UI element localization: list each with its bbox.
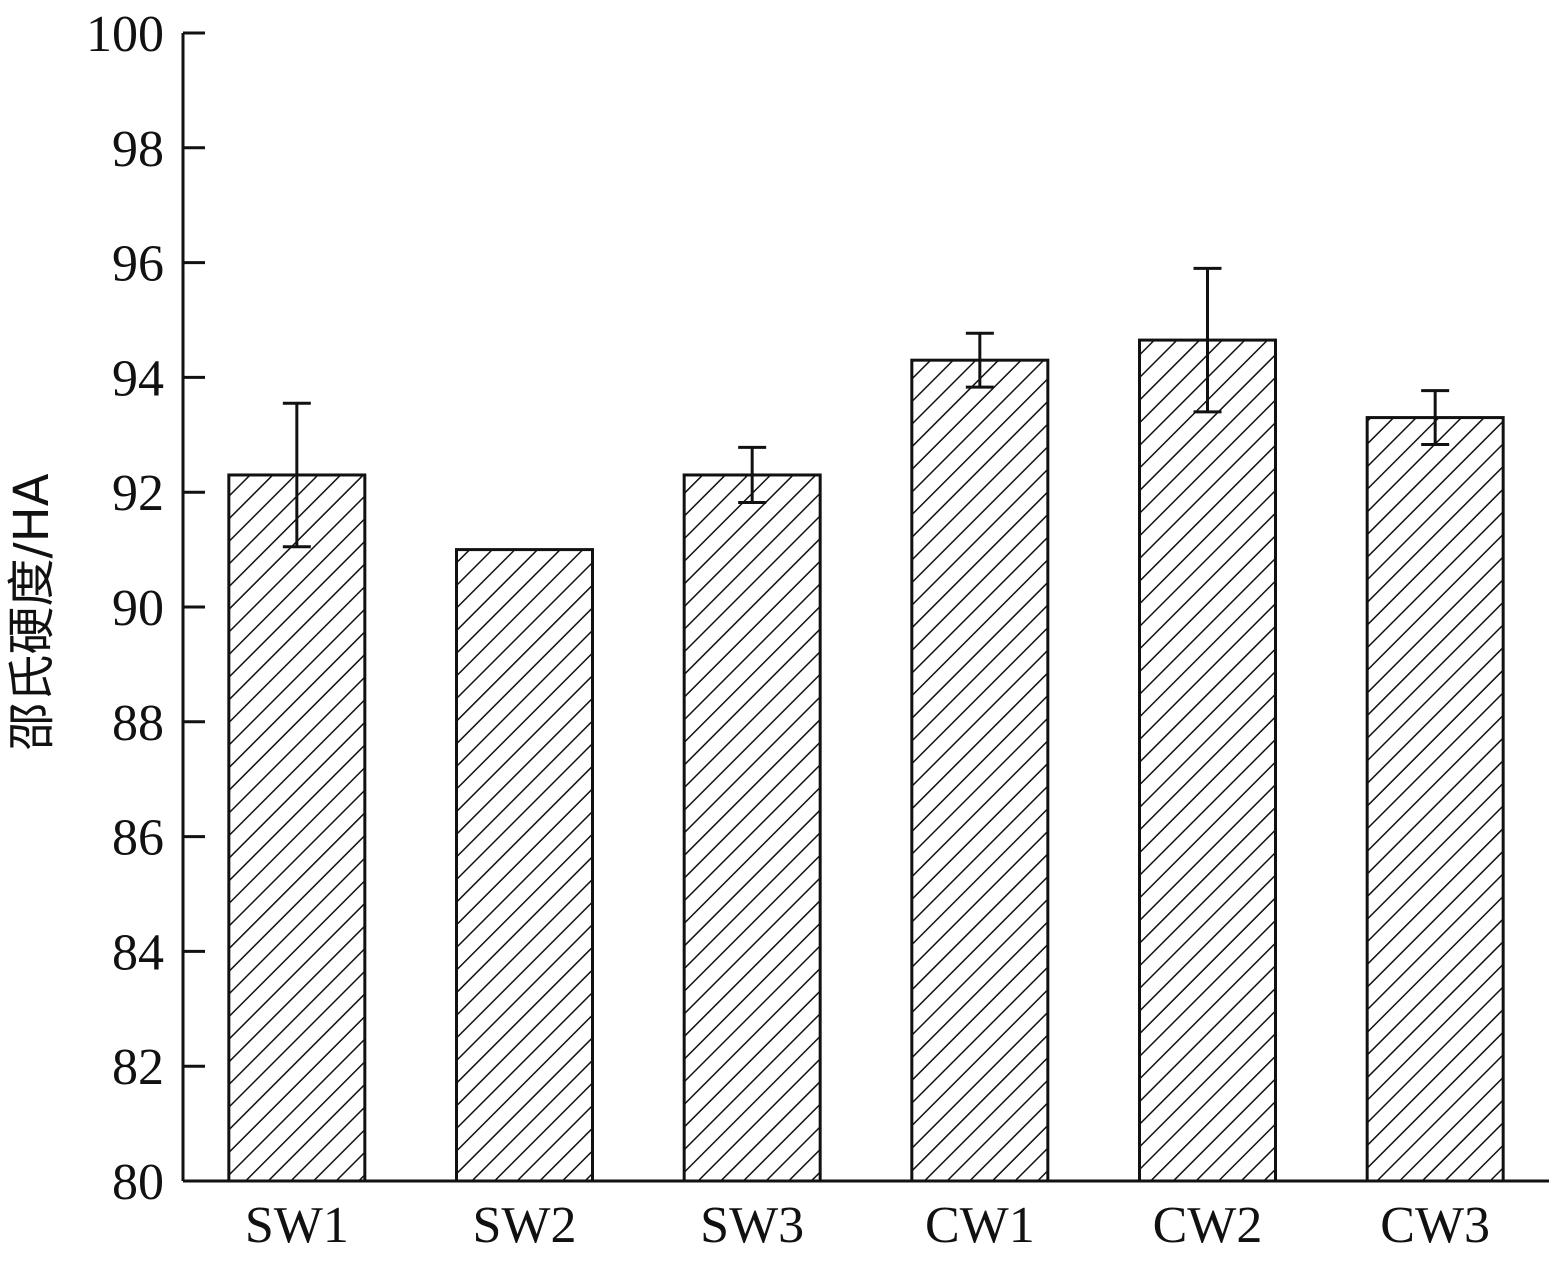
y-tick-label: 80 [112,1154,164,1211]
x-tick-label: CW1 [925,1197,1035,1254]
bar-cw1 [910,358,1050,1183]
y-tick-label: 92 [112,465,164,522]
x-tick-label: CW3 [1380,1197,1490,1254]
y-tick-label: 84 [112,924,164,981]
y-tick-label: 88 [112,695,164,752]
labels-layer: SW1 SW2 SW3 CW1 CW2 CW3 80 82 84 86 88 90 92 94 96 98 10… [86,6,1490,1254]
y-tick-label: 94 [112,350,164,407]
y-tick-label: 82 [112,1039,164,1096]
bar-cw3 [1365,416,1505,1183]
bars-layer [227,338,1505,1183]
bar-cw2 [1138,338,1277,1183]
axes-layer [181,31,1549,1183]
error-bars-layer [282,266,1450,549]
x-tick-label: SW3 [700,1197,804,1254]
y-tick-label: 86 [112,810,164,867]
y-tick-label: 98 [112,121,164,178]
y-tick-label: 100 [86,6,164,63]
y-tick-label: 90 [112,580,164,637]
y-axis-title: 邵氏硬度/HA [4,473,60,750]
x-tick-label: CW2 [1153,1197,1263,1254]
y-tick-label: 96 [112,236,164,293]
bar-sw2 [455,548,594,1183]
x-tick-label: SW2 [473,1197,577,1254]
bar-sw3 [682,473,822,1183]
x-tick-label: SW1 [245,1197,349,1254]
bar-sw1 [227,473,367,1183]
